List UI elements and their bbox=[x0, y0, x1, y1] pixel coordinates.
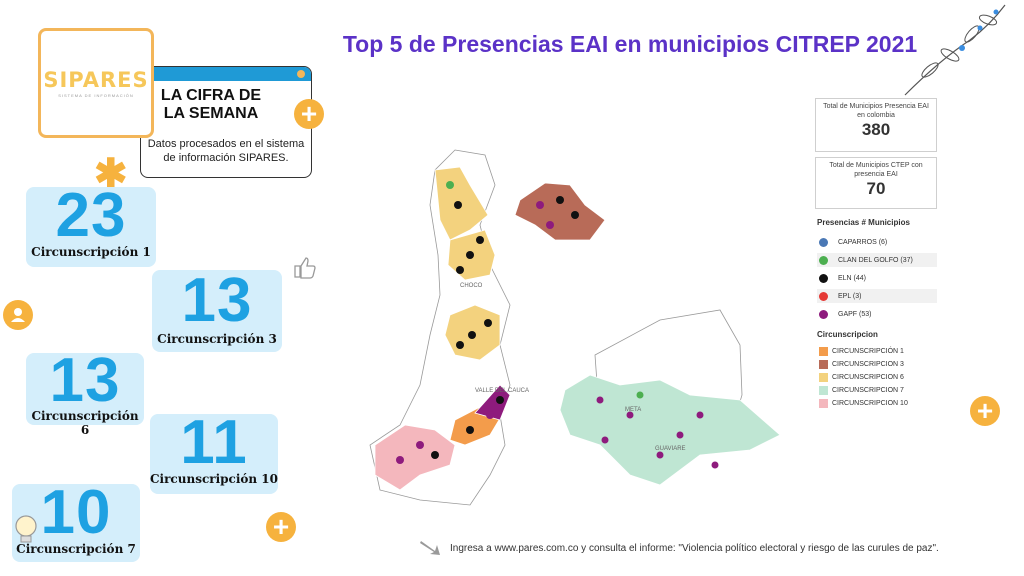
legend-item: CIRCUNSCRIPCION 10 bbox=[817, 397, 937, 410]
summary-value: 70 bbox=[866, 179, 886, 198]
region-circ-7 bbox=[559, 374, 781, 486]
legend-circunscripcion: Circunscripcion CIRCUNSCRIPCIÓN 1 CIRCUN… bbox=[817, 330, 937, 410]
colombia-map: CHOCO VALLE DEL CAUCA META GUAVIARE bbox=[369, 149, 781, 506]
legend-item: CIRCUNSCRIPCION 3 bbox=[817, 358, 937, 371]
arrow-icon bbox=[418, 538, 442, 561]
expand-plus-button[interactable]: + bbox=[294, 99, 324, 129]
stat-value: 11 bbox=[180, 408, 248, 477]
legend-item: ELN (44) bbox=[817, 271, 937, 285]
sipares-logo: SIPARES bbox=[43, 68, 149, 92]
sipares-logo-card: SIPARES SISTEMA DE INFORMACIÓN bbox=[38, 28, 154, 138]
legend-item: CLAN DEL GOLFO (37) bbox=[817, 253, 937, 267]
region-circ-3 bbox=[514, 182, 606, 241]
stat-value: 23 bbox=[55, 181, 127, 250]
summary-box-ctep: Total de Municipios CTEP con presencia E… bbox=[815, 157, 937, 209]
add-plus-button[interactable]: + bbox=[266, 512, 296, 542]
stat-value: 13 bbox=[49, 346, 121, 415]
stat-label: Circunscripción 3 bbox=[157, 332, 277, 346]
map-label-guaviare: GUAVIARE bbox=[655, 446, 686, 452]
legend-item: CAPARROS (6) bbox=[817, 235, 937, 249]
footer-text[interactable]: Ingresa a www.pares.com.co y consulta el… bbox=[450, 543, 939, 554]
summary-box-total-eai: Total de Municipios Presencia EAI en col… bbox=[815, 98, 937, 152]
stat-value: 10 bbox=[40, 478, 112, 547]
legend-item: CIRCUNSCRIPCIÓN 1 bbox=[817, 345, 937, 358]
summary-value: 380 bbox=[861, 120, 891, 139]
page-title: Top 5 de Presencias EAI en municipios CI… bbox=[342, 31, 918, 57]
region-circ-10 bbox=[374, 424, 456, 491]
legend-item: CIRCUNSCRIPCION 6 bbox=[817, 371, 937, 384]
legend-item: CIRCUNSCRIPCION 7 bbox=[817, 384, 937, 397]
presence-dots bbox=[396, 181, 719, 469]
stat-card-circ-6: 13 Circunscripción 6 bbox=[26, 346, 144, 437]
summary-caption: Total de Municipios CTEP con presencia E… bbox=[829, 162, 923, 178]
stat-card-circ-1: 23 Circunscripción 1 bbox=[26, 181, 156, 267]
stat-card-circ-10: 11 Circunscripción 10 bbox=[150, 408, 278, 494]
map-label-meta: META bbox=[625, 407, 641, 413]
cifra-card: LA CIFRA DE LA SEMANA Datos procesados e… bbox=[140, 66, 312, 178]
decorative-branch-icon bbox=[900, 0, 1010, 105]
legend-circ-title: Circunscripcion bbox=[817, 330, 878, 339]
thumbs-up-icon bbox=[292, 254, 318, 285]
lightbulb-icon bbox=[10, 512, 42, 551]
map-label-valle: VALLE DEL CAUCA bbox=[475, 388, 529, 394]
legend-item: GAPF (53) bbox=[817, 307, 937, 321]
stat-label: Circunscripción 6 bbox=[31, 409, 139, 437]
window-dot-icon bbox=[297, 70, 305, 78]
person-icon[interactable] bbox=[3, 300, 33, 330]
stat-value: 13 bbox=[181, 266, 253, 335]
stat-label: Circunscripción 10 bbox=[150, 472, 278, 486]
stat-label: Circunscripción 7 bbox=[16, 542, 136, 556]
cifra-description: Datos procesados en el sistema de inform… bbox=[147, 138, 305, 164]
sipares-logo-subtitle: SISTEMA DE INFORMACIÓN bbox=[58, 93, 134, 98]
summary-caption: Total de Municipios Presencia EAI en col… bbox=[823, 103, 929, 119]
map-label-choco: CHOCO bbox=[460, 283, 483, 289]
stat-label: Circunscripción 1 bbox=[31, 245, 151, 259]
stat-card-circ-7: 10 Circunscripción 7 bbox=[12, 478, 140, 562]
legend-presencias: Presencias # Municipios CAPARROS (6) CLA… bbox=[817, 218, 937, 321]
stat-card-circ-3: 13 Circunscripción 3 bbox=[152, 270, 282, 352]
legend-presencias-title: Presencias # Municipios bbox=[817, 218, 910, 227]
more-plus-button[interactable]: + bbox=[970, 396, 1000, 426]
cifra-title: LA CIFRA DE LA SEMANA bbox=[160, 87, 262, 122]
legend-item: EPL (3) bbox=[817, 289, 937, 303]
cifra-card-bar bbox=[141, 67, 311, 81]
